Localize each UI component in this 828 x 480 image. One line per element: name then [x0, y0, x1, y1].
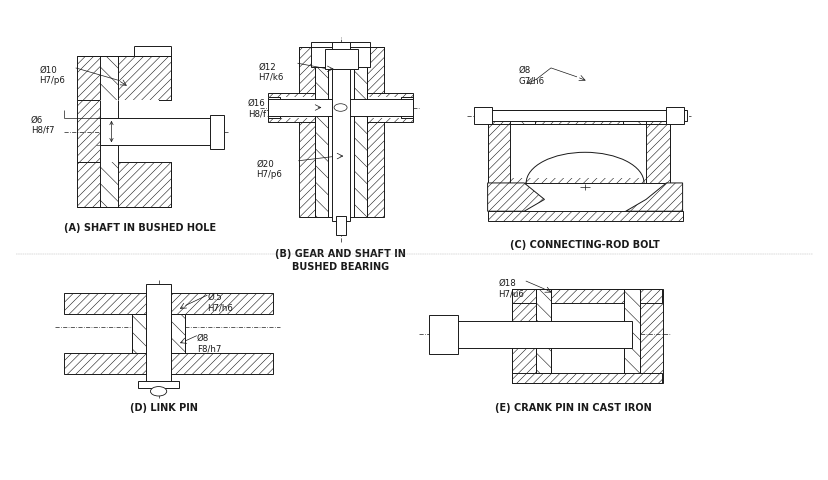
Polygon shape [268, 98, 280, 119]
Polygon shape [268, 94, 412, 122]
Polygon shape [138, 381, 179, 388]
Polygon shape [512, 289, 662, 384]
Text: (E) CRANK PIN IN CAST IRON: (E) CRANK PIN IN CAST IRON [494, 402, 651, 412]
Text: Ø18
H7/u6: Ø18 H7/u6 [498, 278, 523, 298]
Polygon shape [147, 314, 171, 353]
Text: (C) CONNECTING-ROD BOLT: (C) CONNECTING-ROD BOLT [509, 239, 659, 249]
Text: (D) LINK PIN: (D) LINK PIN [130, 402, 198, 412]
Polygon shape [487, 111, 510, 183]
Text: Ø20
H7/p6: Ø20 H7/p6 [256, 159, 282, 179]
Text: Ø12
H7/k6: Ø12 H7/k6 [258, 62, 283, 82]
Polygon shape [325, 50, 357, 70]
Polygon shape [429, 315, 457, 354]
Text: (A) SHAFT IN BUSHED HOLE: (A) SHAFT IN BUSHED HOLE [64, 222, 216, 232]
Polygon shape [512, 289, 662, 303]
Text: Ø.5
H7/h6: Ø.5 H7/h6 [207, 293, 233, 312]
Polygon shape [487, 212, 681, 221]
Polygon shape [512, 289, 536, 384]
Polygon shape [623, 111, 645, 125]
Polygon shape [64, 293, 272, 314]
Text: (B) GEAR AND SHAFT IN
BUSHED BEARING: (B) GEAR AND SHAFT IN BUSHED BEARING [275, 249, 406, 272]
Polygon shape [147, 285, 171, 384]
Polygon shape [639, 289, 662, 384]
Polygon shape [315, 68, 327, 217]
Circle shape [151, 387, 166, 396]
Polygon shape [268, 98, 412, 119]
Polygon shape [645, 111, 670, 183]
Polygon shape [487, 111, 670, 183]
Polygon shape [534, 298, 638, 375]
Polygon shape [335, 216, 346, 235]
Text: Ø10
H7/p6: Ø10 H7/p6 [39, 66, 65, 85]
Polygon shape [315, 48, 366, 217]
Polygon shape [77, 101, 100, 162]
Polygon shape [132, 314, 147, 353]
Polygon shape [442, 321, 632, 348]
Polygon shape [477, 111, 686, 121]
Polygon shape [536, 289, 551, 373]
Polygon shape [474, 108, 491, 124]
Text: Ø16
H8/f7: Ø16 H8/f7 [248, 99, 271, 118]
Polygon shape [508, 115, 649, 179]
Polygon shape [268, 100, 412, 117]
Polygon shape [666, 108, 683, 124]
Polygon shape [100, 57, 118, 104]
Polygon shape [510, 111, 534, 125]
Polygon shape [625, 183, 681, 212]
Polygon shape [311, 42, 369, 68]
Polygon shape [299, 48, 384, 217]
Polygon shape [512, 373, 662, 384]
Text: Ø8
G7/h6: Ø8 G7/h6 [518, 66, 544, 85]
Polygon shape [487, 183, 544, 212]
Polygon shape [100, 160, 118, 207]
Polygon shape [77, 57, 171, 101]
Polygon shape [100, 101, 158, 162]
Circle shape [334, 105, 347, 112]
Polygon shape [331, 42, 349, 221]
Polygon shape [100, 119, 222, 146]
Polygon shape [400, 98, 412, 119]
Polygon shape [64, 353, 272, 374]
Polygon shape [487, 111, 670, 125]
Text: Ø8
F8/h7: Ø8 F8/h7 [196, 333, 221, 352]
Polygon shape [623, 289, 639, 373]
Polygon shape [171, 314, 185, 353]
Polygon shape [354, 68, 366, 217]
Polygon shape [77, 162, 171, 207]
Polygon shape [209, 115, 224, 149]
Text: Ø6
H8/f7: Ø6 H8/f7 [31, 115, 55, 135]
